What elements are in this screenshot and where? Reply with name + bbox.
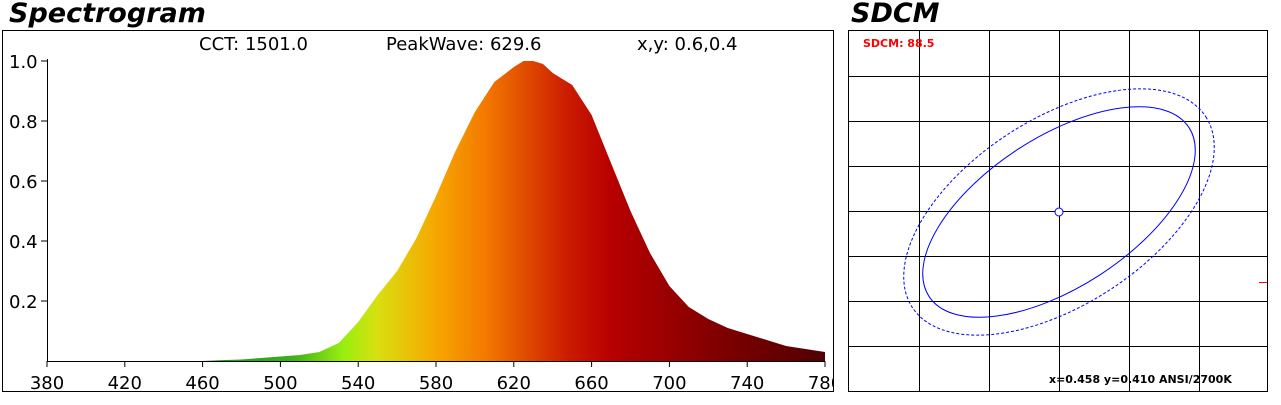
spectrogram-panel: CCT: 1501.0 PeakWave: 629.6 x,y: 0.6,0.4 xyxy=(2,30,834,392)
x-tick-label: 700 xyxy=(652,373,686,391)
cct-value: 1501.0 xyxy=(244,34,308,55)
x-tick-label: 580 xyxy=(419,373,453,391)
x-tick-label: 780 xyxy=(808,373,833,391)
peak-wave-label: PeakWave: xyxy=(386,34,485,55)
sdcm-panel: SDCM: 88.5 x=0.458 y=0.410 ANSI/2700K xyxy=(848,30,1268,392)
x-tick-label: 420 xyxy=(108,373,142,391)
peak-wave-value: 629.6 xyxy=(489,34,542,55)
x-tick-label: 620 xyxy=(497,373,531,391)
xy-label: x,y: xyxy=(637,34,669,55)
xy-value: 0.6,0.4 xyxy=(674,34,738,55)
sdcm-coords-label: x=0.458 y=0.410 ANSI/2700K xyxy=(1049,373,1232,386)
x-tick-label: 460 xyxy=(185,373,219,391)
xy-readout: x,y: 0.6,0.4 xyxy=(637,34,738,55)
x-tick-label: 500 xyxy=(263,373,297,391)
sdcm-value-label: SDCM: 88.5 xyxy=(863,37,935,50)
spectrum-area xyxy=(47,61,825,361)
measured-point-marker xyxy=(1259,282,1267,283)
y-tick-label: 0.6 xyxy=(9,172,38,193)
x-tick-label: 540 xyxy=(341,373,375,391)
spectrogram-title: Spectrogram xyxy=(9,0,206,29)
x-tick-label: 740 xyxy=(730,373,764,391)
y-tick-label: 0.2 xyxy=(9,292,38,313)
x-tick-label: 380 xyxy=(30,373,64,391)
sdcm-plot xyxy=(849,31,1267,391)
cct-label: CCT: xyxy=(199,34,240,55)
y-tick-label: 1.0 xyxy=(9,52,38,73)
target-center-marker xyxy=(1054,207,1064,217)
spectrum-chart: 380 420 460 500 540 580 620 660 700 740 780 0.2 0.4 0… xyxy=(9,52,833,391)
y-tick-label: 0.8 xyxy=(9,112,38,133)
y-tick-label: 0.4 xyxy=(9,232,38,253)
sdcm-inner-ellipse xyxy=(922,106,1196,318)
sdcm-title: SDCM xyxy=(851,0,940,29)
sdcm-outer-ellipse xyxy=(903,88,1215,336)
cct-readout: CCT: 1501.0 xyxy=(199,34,308,55)
x-tick-label: 660 xyxy=(574,373,608,391)
peak-wave-readout: PeakWave: 629.6 xyxy=(386,34,541,55)
